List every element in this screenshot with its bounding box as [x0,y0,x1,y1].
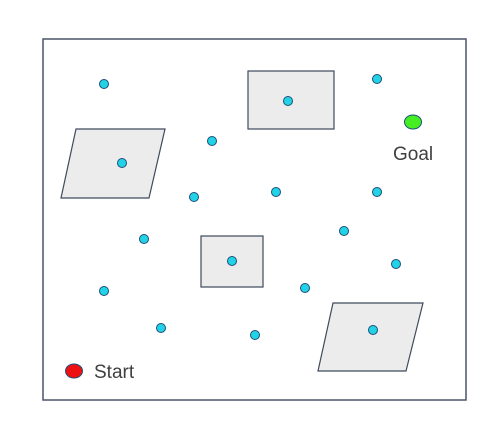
sample-node [156,323,166,333]
start-label: Start [94,362,135,383]
obstacle-parallelogram-left [60,128,166,199]
sample-node [300,283,310,293]
goal-marker [404,114,422,130]
sample-node [99,286,109,296]
sample-node [372,74,382,84]
obstacle-rect-top [247,70,335,130]
sample-node [283,96,293,106]
sample-node [117,158,127,168]
sample-node [99,79,109,89]
sample-node [139,234,149,244]
goal-label: Goal [393,144,433,165]
obstacle-parallelogram-bottom-right [317,302,424,372]
sample-node [368,325,378,335]
sample-node [227,256,237,266]
sample-node [250,330,260,340]
workspace-boundary [42,38,467,401]
sample-nodes [99,74,401,340]
start-marker [65,363,83,379]
sample-node [207,136,217,146]
sample-node [189,192,199,202]
sample-node [372,187,382,197]
sample-node [271,187,281,197]
sample-node [339,226,349,236]
sample-node [391,259,401,269]
